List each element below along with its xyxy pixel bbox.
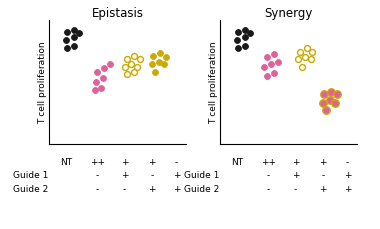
- Text: +: +: [292, 171, 299, 180]
- Point: [309, 51, 315, 55]
- Point: [163, 56, 169, 60]
- Point: [235, 47, 241, 51]
- Point: [150, 55, 157, 58]
- Point: [71, 36, 77, 40]
- Point: [134, 66, 140, 69]
- Text: +: +: [148, 184, 156, 194]
- Point: [299, 66, 306, 69]
- Text: -: -: [267, 184, 270, 194]
- Point: [320, 102, 326, 105]
- Point: [98, 87, 104, 90]
- Point: [64, 47, 70, 51]
- Point: [71, 29, 77, 32]
- Point: [157, 52, 163, 56]
- Text: +: +: [344, 184, 352, 194]
- Text: +: +: [173, 184, 180, 194]
- Point: [131, 55, 137, 58]
- Title: Synergy: Synergy: [264, 6, 313, 19]
- Text: +: +: [319, 157, 327, 166]
- Text: +: +: [121, 157, 128, 166]
- Point: [271, 72, 277, 76]
- Text: NT: NT: [60, 157, 72, 166]
- Point: [332, 102, 338, 105]
- Text: ++: ++: [90, 157, 105, 166]
- Point: [268, 63, 274, 67]
- Y-axis label: T cell proliferation: T cell proliferation: [209, 41, 218, 124]
- Text: +: +: [148, 157, 156, 166]
- Point: [64, 31, 70, 35]
- Text: NT: NT: [231, 157, 243, 166]
- Point: [328, 90, 334, 94]
- Point: [264, 74, 270, 78]
- Point: [234, 38, 240, 42]
- Text: -: -: [96, 171, 99, 180]
- Point: [275, 61, 281, 65]
- Text: -: -: [123, 184, 126, 194]
- Point: [261, 66, 267, 69]
- Point: [242, 45, 248, 48]
- Point: [106, 63, 112, 67]
- Point: [271, 53, 277, 57]
- Text: Guide 2: Guide 2: [13, 184, 48, 194]
- Title: Epistasis: Epistasis: [92, 6, 144, 19]
- Text: ++: ++: [261, 157, 276, 166]
- Text: Guide 2: Guide 2: [184, 184, 219, 194]
- Point: [76, 32, 82, 36]
- Text: -: -: [175, 157, 178, 166]
- Point: [122, 66, 128, 69]
- Point: [295, 58, 301, 62]
- Point: [308, 58, 314, 62]
- Point: [327, 99, 333, 103]
- Text: +: +: [344, 171, 352, 180]
- Point: [131, 71, 137, 74]
- Point: [323, 109, 329, 113]
- Point: [100, 77, 106, 81]
- Point: [304, 47, 310, 51]
- Point: [247, 32, 253, 36]
- Text: -: -: [96, 184, 99, 194]
- Point: [242, 29, 248, 32]
- Point: [137, 58, 143, 62]
- Point: [264, 56, 270, 60]
- Point: [334, 93, 340, 97]
- Point: [92, 89, 98, 93]
- Point: [94, 71, 100, 74]
- Point: [124, 58, 130, 62]
- Y-axis label: T cell proliferation: T cell proliferation: [38, 41, 47, 124]
- Point: [242, 36, 248, 40]
- Text: Guide 1: Guide 1: [184, 171, 219, 180]
- Point: [235, 31, 241, 35]
- Point: [156, 61, 162, 65]
- Text: +: +: [173, 171, 180, 180]
- Text: +: +: [292, 157, 299, 166]
- Text: -: -: [294, 184, 297, 194]
- Point: [128, 63, 135, 67]
- Point: [149, 63, 155, 67]
- Text: Guide 1: Guide 1: [13, 171, 48, 180]
- Text: +: +: [319, 184, 327, 194]
- Text: -: -: [150, 171, 154, 180]
- Text: -: -: [267, 171, 270, 180]
- Text: +: +: [121, 171, 128, 180]
- Point: [302, 56, 308, 60]
- Point: [101, 67, 107, 71]
- Text: -: -: [346, 157, 349, 166]
- Point: [93, 81, 99, 84]
- Point: [297, 51, 303, 55]
- Text: -: -: [321, 171, 325, 180]
- Point: [152, 71, 158, 74]
- Point: [321, 93, 328, 97]
- Point: [63, 38, 69, 42]
- Point: [161, 63, 167, 67]
- Point: [124, 73, 130, 77]
- Point: [71, 45, 77, 48]
